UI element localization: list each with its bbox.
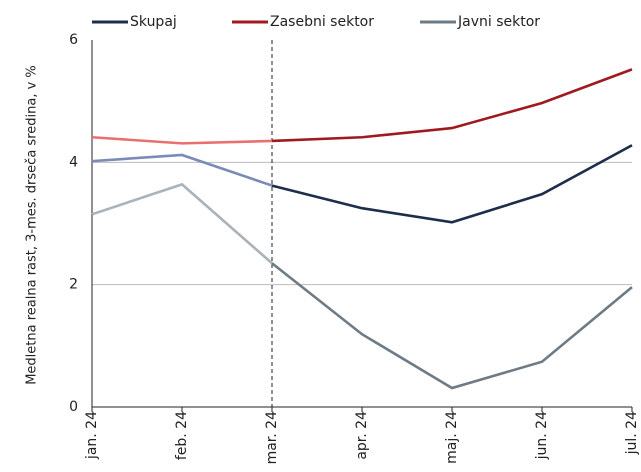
series-line [271,144,633,224]
x-tick-label: mar. 24 [264,411,280,464]
y-tick-label: 4 [69,154,78,170]
legend-label: Skupaj [130,14,177,30]
series-line-faded [91,153,273,187]
x-tick-label: apr. 24 [354,411,370,460]
legend-label: Javni sektor [457,14,540,30]
y-tick-label: 6 [69,32,78,48]
legend-label: Zasebni sektor [270,14,374,30]
x-tick-label: jun. 24 [534,411,550,460]
x-tick-label: jul. 24 [624,411,640,455]
y-tick-label: 2 [69,277,78,293]
series-line-faded [91,135,273,145]
x-tick-label: maj. 24 [444,411,460,464]
x-tick-label: feb. 24 [174,411,190,460]
y-tick-label: 0 [69,399,78,415]
series-line-faded [91,182,273,265]
y-axis-label: Medletna realna rast, 3-mes. drseča sred… [25,65,40,385]
series-line [271,68,633,143]
series-line [271,262,633,390]
x-tick-label: jan. 24 [84,411,100,460]
